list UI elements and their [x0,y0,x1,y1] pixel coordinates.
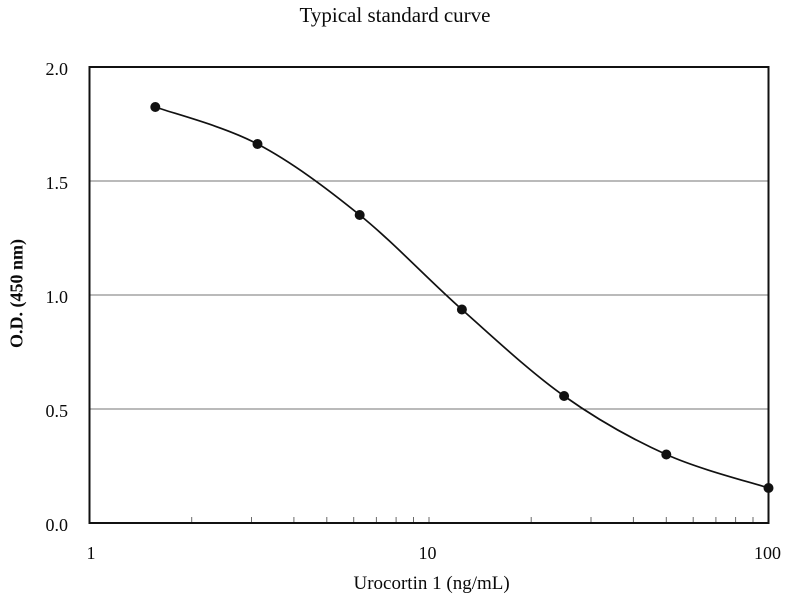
svg-text:Urocortin 1 (ng/mL): Urocortin 1 (ng/mL) [354,573,510,594]
svg-text:0.0: 0.0 [46,515,69,535]
svg-text:10: 10 [419,543,437,563]
svg-text:100: 100 [754,543,781,563]
svg-text:1.0: 1.0 [46,287,69,307]
svg-text:1.5: 1.5 [46,173,69,193]
svg-text:Typical standard curve: Typical standard curve [300,3,491,27]
svg-text:2.0: 2.0 [46,59,69,79]
svg-text:O.D. (450 nm): O.D. (450 nm) [7,239,28,348]
svg-text:1: 1 [87,543,96,563]
svg-text:0.5: 0.5 [46,401,69,421]
